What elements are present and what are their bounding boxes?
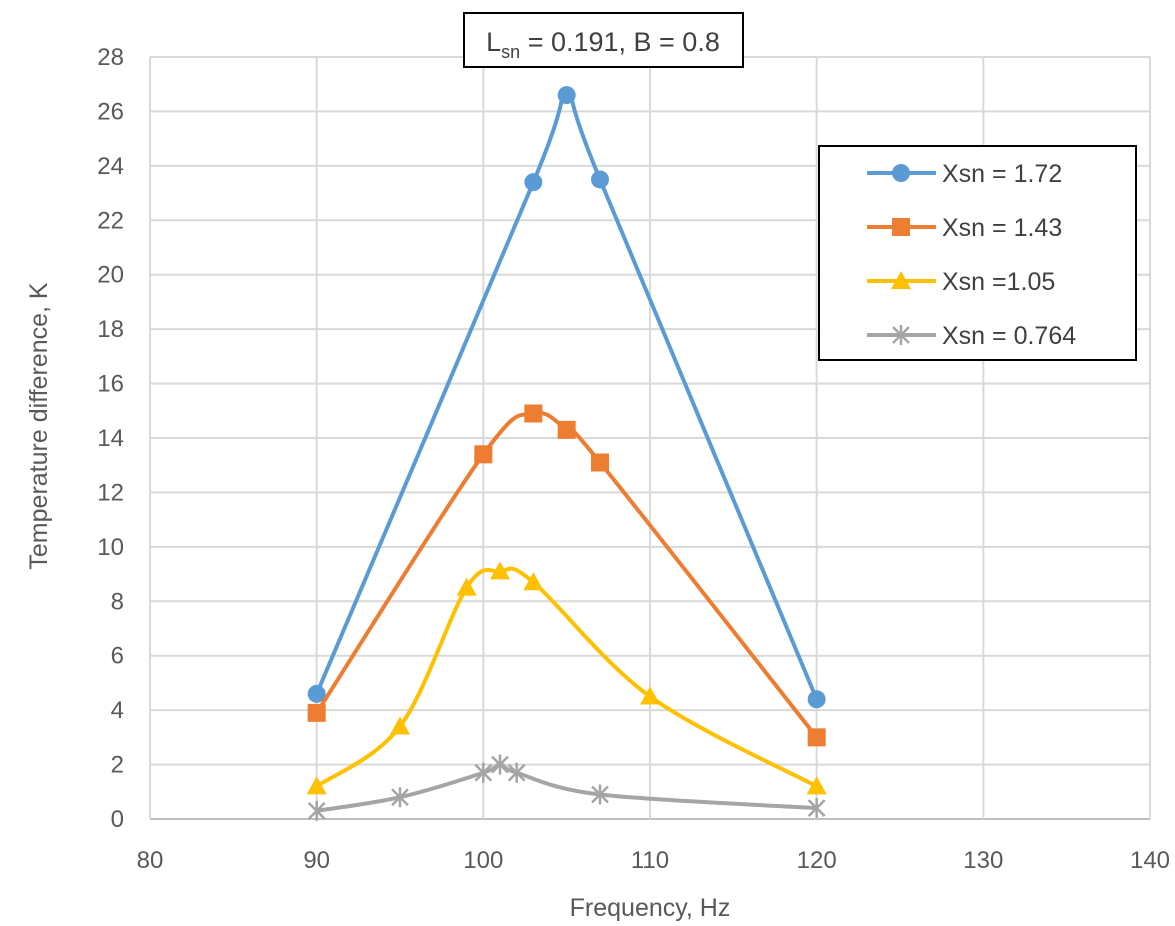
y-tick-label: 12 [97,479,124,506]
legend-entry: Xsn =1.05 [867,268,1055,296]
title-main: L [486,27,501,57]
y-tick-label: 28 [97,44,124,71]
series-line [314,410,819,739]
y-tick-label: 20 [97,262,124,289]
data-point [807,728,826,747]
data-point [474,445,493,464]
data-point [307,684,326,703]
legend-label: Xsn =1.05 [942,268,1055,296]
legend-marker [892,164,910,182]
x-tick-label: 140 [1130,847,1170,874]
legend-marker [892,218,910,236]
data-point [307,703,326,722]
y-tick-label: 18 [97,316,124,343]
data-point [456,577,477,596]
data-point [524,173,543,192]
x-tick-label: 90 [303,847,330,874]
x-tick-label: 130 [963,847,1003,874]
data-point [640,686,660,705]
plot-area [306,86,827,821]
legend: Xsn = 1.72 Xsn = 1.43 Xsn =1.05 Xsn = 0.764 [818,145,1137,361]
y-tick-label: 2 [111,752,124,779]
y-tick-label: 8 [111,588,124,615]
data-point [490,561,510,580]
x-tick-label: 80 [137,847,164,874]
y-tick-label: 4 [111,697,124,724]
y-axis-title: Temperature difference, K [25,282,53,570]
legend-label: Xsn = 1.43 [942,214,1062,242]
data-point [306,776,327,795]
legend-entry: Xsn = 1.43 [867,214,1062,242]
data-point [807,798,826,819]
data-point [474,762,493,783]
data-point [806,776,827,795]
data-point [491,754,509,775]
data-point [390,716,410,735]
legend-marker [892,325,910,345]
y-tick-label: 0 [111,806,124,833]
data-point [391,787,409,808]
data-point [523,572,544,591]
series-2 [307,404,826,747]
y-tick-label: 6 [111,643,124,670]
legend-entry: Xsn = 1.72 [867,160,1062,188]
series-line [314,91,819,701]
data-point [557,86,576,105]
data-point [591,170,609,189]
y-tick-label: 24 [97,153,124,180]
legend-label: Xsn = 0.764 [942,322,1076,350]
y-tick-label: 26 [97,98,124,125]
y-tick-label: 22 [97,207,124,234]
chart-title-text: Lsn = 0.191, B = 0.8 [486,27,720,62]
x-tick-label: 100 [463,847,503,874]
data-point [307,800,326,821]
data-point [524,404,543,423]
series-4 [307,754,826,821]
data-point [507,762,526,783]
series-1 [307,86,826,709]
series-3 [306,561,827,795]
chart-title-box [463,12,744,68]
x-tick-label: 120 [797,847,837,874]
title-subscript: sn [501,42,520,62]
x-axis-title: Frequency, Hz [570,894,731,922]
legend-entry: Xsn = 0.764 [867,322,1076,350]
y-tick-label: 10 [97,534,124,561]
title-rest: = 0.191, B = 0.8 [520,27,720,57]
data-point [557,420,576,439]
data-point [591,784,609,805]
legend-label: Xsn = 1.72 [942,160,1062,188]
chart-title: Lsn = 0.191, B = 0.8 [463,12,744,68]
legend-marker [891,271,911,289]
legend-box [818,145,1137,361]
data-point [807,690,826,709]
data-point [591,453,609,472]
y-tick-label: 16 [97,371,124,398]
y-tick-label: 14 [97,425,124,452]
x-tick-label: 110 [631,847,669,874]
